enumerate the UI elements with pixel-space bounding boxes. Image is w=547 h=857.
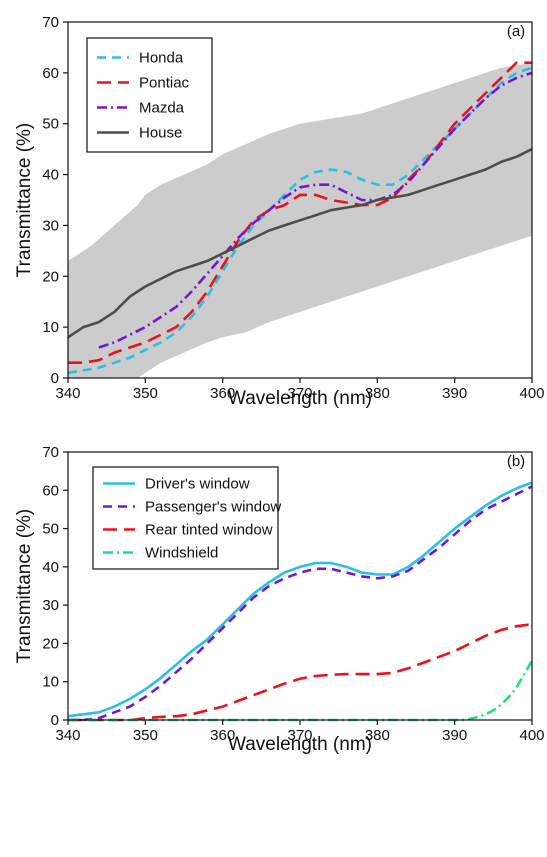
- x-axis-label: Wavelength (nm): [228, 734, 372, 755]
- legend: Driver's window Passenger's window Rear ti…: [92, 466, 281, 570]
- series-line-pontiac: [68, 61, 532, 364]
- x-tick-label: 360: [210, 385, 235, 402]
- x-tick-label: 380: [365, 385, 390, 402]
- legend-entry-label: Pontiac: [139, 75, 190, 92]
- x-tick-label: 350: [133, 385, 158, 402]
- x-tick-label: 390: [442, 385, 467, 402]
- panel-label: (b): [507, 453, 525, 470]
- chart-panel-b: 340 350 360 370 380 390 400 0 10 20 30 40 50 60 70 Wave…: [14, 444, 545, 755]
- legend-entry-label: Mazda: [139, 100, 185, 117]
- legend-entry-label: Windshield: [145, 545, 218, 562]
- legend-entry-label: Passenger's window: [145, 499, 281, 516]
- y-tick-label: 30: [42, 217, 59, 234]
- y-axis-label: Transmittance (%): [14, 123, 35, 278]
- y-tick-label: 40: [42, 167, 59, 184]
- y-tick-label: 10: [42, 319, 59, 336]
- y-tick-label: 60: [42, 482, 59, 499]
- x-tick-label: 360: [210, 727, 235, 744]
- x-tick-label: 390: [442, 727, 467, 744]
- y-tick-label: 10: [42, 674, 59, 691]
- y-tick-label: 40: [42, 559, 59, 576]
- series-line-rear-tinted-window: [68, 623, 533, 722]
- legend: Honda Pontiac Mazda House: [86, 37, 213, 153]
- y-tick-label: 20: [42, 268, 59, 285]
- y-axis-label: Transmittance (%): [14, 509, 35, 664]
- series-line-mazda: [98, 71, 533, 349]
- legend-entry-label: House: [139, 125, 182, 142]
- y-tick-label: 0: [51, 712, 59, 729]
- x-tick-label: 370: [287, 727, 312, 744]
- chart-panel-a: 340 350 360 370 380 390 400 0 10 20 30 40 50 60 70 Wave…: [14, 14, 545, 409]
- series-line-driver-s-window: [67, 481, 533, 718]
- x-tick-label: 340: [55, 727, 80, 744]
- x-tick-label: 400: [519, 385, 544, 402]
- y-tick-label: 70: [42, 444, 59, 461]
- x-tick-label: 380: [365, 727, 390, 744]
- series-line-windshield: [68, 660, 534, 722]
- x-axis-label: Wavelength (nm): [228, 388, 372, 409]
- series-line-house: [67, 147, 533, 339]
- y-tick-label: 70: [42, 14, 59, 31]
- x-tick-label: 370: [287, 385, 312, 402]
- x-tick-label: 350: [133, 727, 158, 744]
- legend-entry-label: Honda: [139, 50, 184, 67]
- y-tick-label: 0: [51, 370, 59, 387]
- y-tick-label: 30: [42, 597, 59, 614]
- y-tick-label: 50: [42, 116, 59, 133]
- y-tick-label: 50: [42, 521, 59, 538]
- x-tick-label: 400: [519, 727, 544, 744]
- x-tick-label: 340: [55, 385, 80, 402]
- legend-entry-label: Rear tinted window: [145, 522, 273, 539]
- y-tick-label: 60: [42, 65, 59, 82]
- legend-entry-label: Driver's window: [145, 476, 250, 493]
- panel-label: (a): [507, 23, 525, 40]
- y-tick-label: 20: [42, 635, 59, 652]
- series-line-passenger-s-window: [68, 485, 533, 722]
